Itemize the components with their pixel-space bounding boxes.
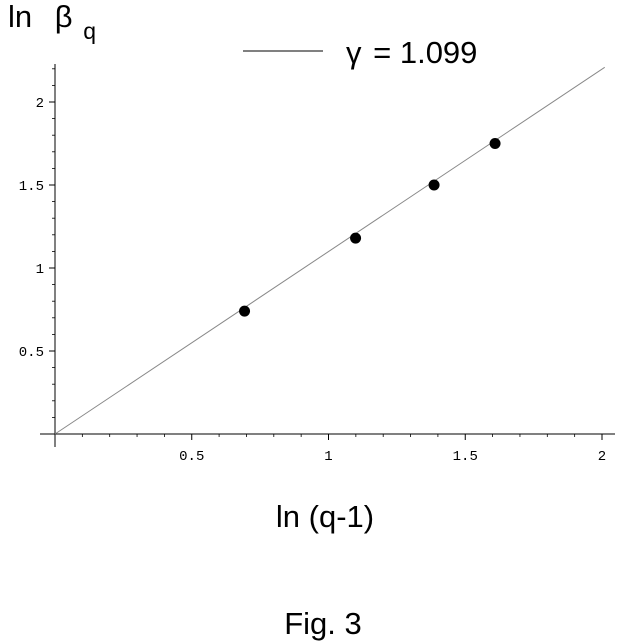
- y-tick-label: 2: [36, 96, 44, 112]
- legend-symbol: γ: [346, 35, 362, 70]
- x-tick-label: 1.5: [453, 449, 478, 465]
- x-axis-label: ln (q-1): [276, 499, 374, 534]
- legend: γ = 1.099: [243, 35, 477, 70]
- fit-line: [54, 66, 606, 435]
- data-point: [239, 305, 251, 317]
- y-axis-label-symbol: β: [55, 0, 73, 34]
- fit-line-path: [54, 66, 606, 435]
- data-point: [350, 232, 362, 244]
- legend-label: γ = 1.099: [346, 35, 477, 70]
- data-point: [489, 138, 501, 149]
- y-tick-label: 1.5: [19, 179, 44, 195]
- x-tick-label: 1: [324, 449, 332, 465]
- x-tick-label: 2: [598, 449, 606, 465]
- y-axis-label-main: ln: [8, 0, 32, 34]
- x-tick-label: 0.5: [179, 449, 204, 465]
- minor-ticks: [52, 68, 576, 437]
- y-axis-label: ln β q: [8, 0, 96, 44]
- tick-labels: 0.5 1 1.5 2 0.5 1 1.5 2: [19, 96, 606, 465]
- major-ticks: [49, 101, 603, 440]
- y-tick-label: 1: [36, 262, 44, 278]
- figure-caption: Fig. 3: [284, 606, 362, 641]
- y-tick-label: 0.5: [19, 345, 44, 361]
- legend-value: = 1.099: [373, 35, 477, 70]
- y-axis-label-subscript: q: [83, 18, 96, 44]
- data-point: [428, 179, 440, 191]
- data-points: [239, 138, 501, 317]
